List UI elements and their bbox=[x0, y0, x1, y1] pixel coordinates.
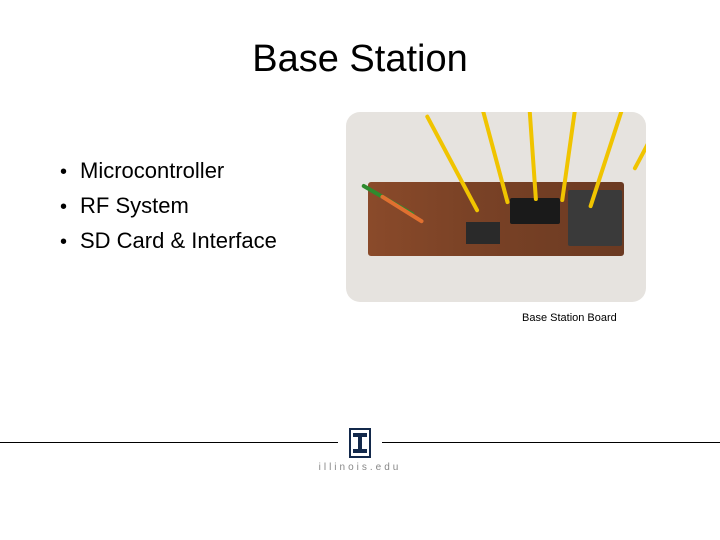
smallchip-shape bbox=[466, 222, 500, 244]
slide-title: Base Station bbox=[0, 38, 720, 81]
board-photo bbox=[346, 112, 646, 302]
chip-shape bbox=[510, 198, 560, 224]
list-item: RF System bbox=[60, 189, 277, 222]
list-item: Microcontroller bbox=[60, 154, 277, 187]
logo-block-i-icon bbox=[349, 428, 371, 458]
image-caption: Base Station Board bbox=[522, 312, 617, 324]
list-item: SD Card & Interface bbox=[60, 224, 277, 257]
bullet-list: Microcontroller RF System SD Card & Inte… bbox=[60, 154, 277, 259]
illinois-logo bbox=[338, 428, 382, 463]
footer-site-text: illinois.edu bbox=[0, 462, 720, 473]
wire-yellow bbox=[632, 112, 646, 171]
